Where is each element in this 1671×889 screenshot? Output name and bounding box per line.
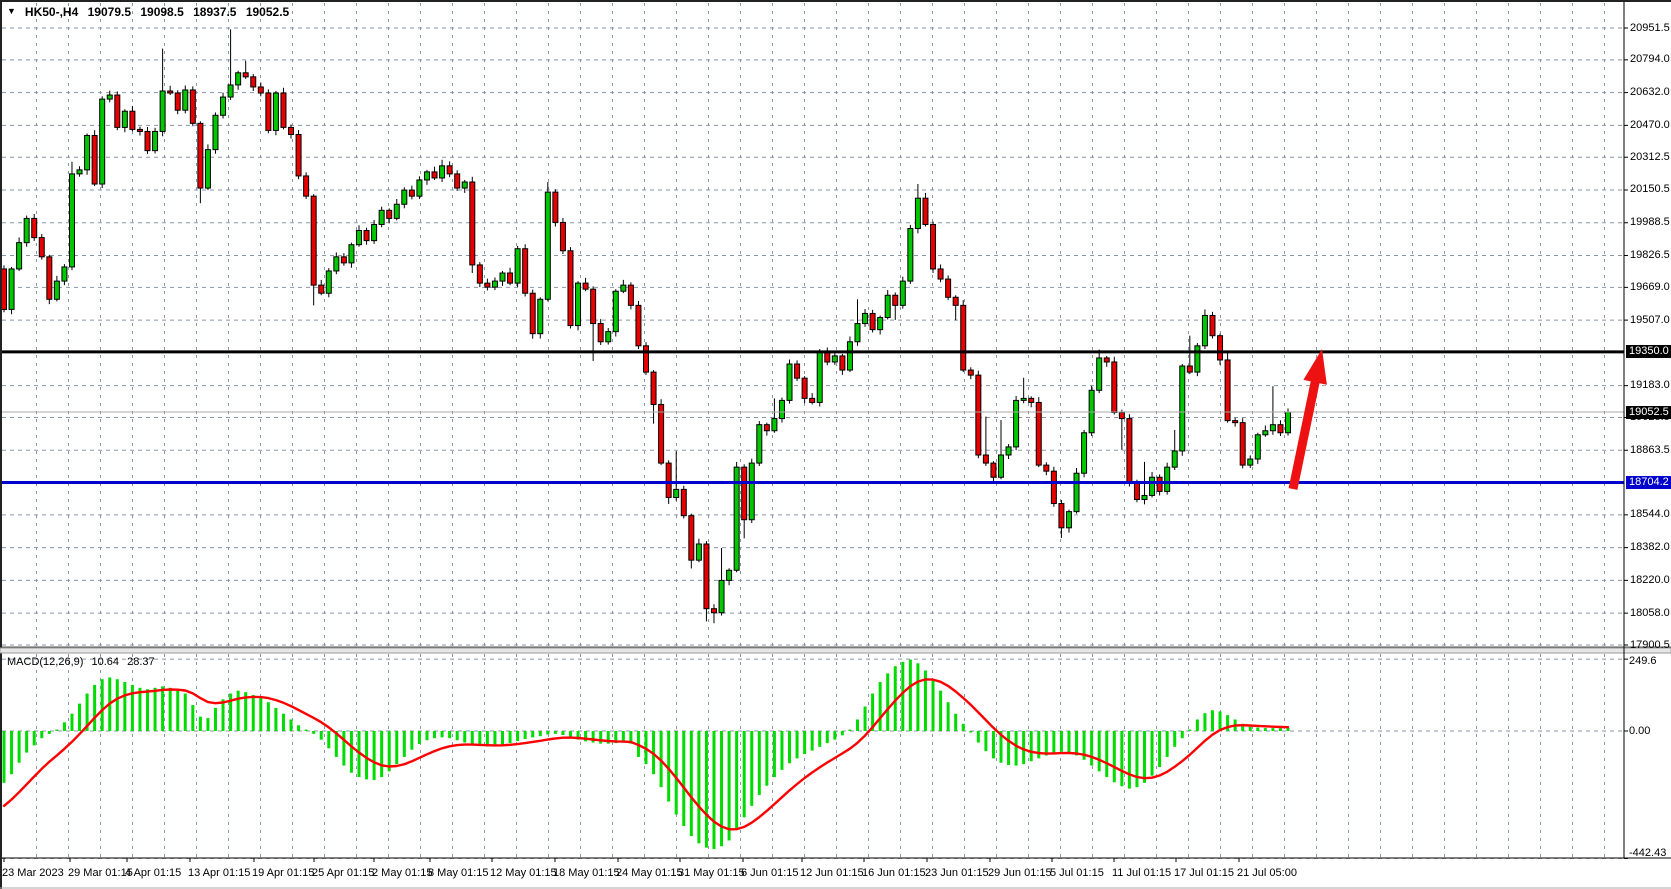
time-axis-tick: 17 Jul 01:15 bbox=[1174, 867, 1234, 879]
price-axis-tick: 17900.5 bbox=[1630, 638, 1670, 651]
price-axis-tick: 20150.5 bbox=[1630, 183, 1670, 196]
time-axis-tick: 23 Mar 2023 bbox=[2, 867, 64, 879]
time-axis-tick: 18 May 01:15 bbox=[553, 867, 620, 879]
price-axis-tick: 18220.0 bbox=[1630, 573, 1670, 586]
time-axis-tick: 31 May 01:15 bbox=[678, 867, 745, 879]
candlestick-series bbox=[1, 29, 1292, 624]
ohlc-close: 19052.5 bbox=[245, 5, 290, 19]
time-axis-tick: 24 May 01:15 bbox=[616, 867, 683, 879]
ohlc-open: 19079.5 bbox=[87, 5, 132, 19]
indicator-signal-value: 28.37 bbox=[127, 656, 155, 668]
time-axis-tick: 21 Jul 05:00 bbox=[1237, 867, 1297, 879]
price-axis-tick: 20312.5 bbox=[1630, 150, 1670, 163]
price-axis-tick: 19669.0 bbox=[1630, 280, 1670, 293]
time-axis-tick: 19 Apr 01:15 bbox=[252, 867, 315, 879]
macd-axis-tick-low: -442.43 bbox=[1629, 847, 1667, 860]
indicator-main-value: 10.64 bbox=[91, 656, 120, 668]
price-axis-tick: 18863.5 bbox=[1630, 443, 1670, 456]
time-axis-tick: 13 Apr 01:15 bbox=[188, 867, 251, 879]
time-axis-tick: 11 Jul 01:15 bbox=[1112, 867, 1172, 879]
time-axis-tick: 2 May 01:15 bbox=[372, 867, 433, 879]
macd-signal-line bbox=[2, 678, 1290, 831]
price-axis-tick: 20794.0 bbox=[1630, 53, 1670, 66]
time-axis-tick: 25 Apr 01:15 bbox=[312, 867, 375, 879]
price-axis-tick: 18058.0 bbox=[1630, 606, 1670, 619]
macd-axis-tick-high: 249.6 bbox=[1629, 655, 1657, 668]
time-axis[interactable]: 23 Mar 2023 29 Mar 01:15 4 Apr 01:15 13 Apr… bbox=[0, 859, 1671, 889]
resistance-price-label: 19350.0 bbox=[1626, 345, 1671, 359]
price-axis-tick: 19988.5 bbox=[1630, 216, 1670, 229]
current-price-label: 19052.5 bbox=[1626, 405, 1671, 419]
symbol-timeframe: HK50-,H4 bbox=[24, 5, 79, 19]
price-axis-tick: 19183.0 bbox=[1630, 379, 1670, 392]
time-axis-tick: 12 Jun 01:15 bbox=[800, 867, 864, 879]
time-axis-tick: 4 Apr 01:15 bbox=[125, 867, 182, 879]
price-axis-tick: 19507.0 bbox=[1630, 313, 1670, 326]
time-axis-tick: 6 Jun 01:15 bbox=[741, 867, 799, 879]
panel-splitter[interactable] bbox=[0, 647, 1671, 654]
time-axis-tick: 12 May 01:15 bbox=[490, 867, 557, 879]
indicator-label: MACD(12,26,9) 10.64 28.37 bbox=[7, 656, 155, 668]
price-axis-tick: 18544.0 bbox=[1630, 508, 1670, 521]
price-axis-tick: 19826.5 bbox=[1630, 249, 1670, 261]
time-axis-tick: 29 Mar 01:15 bbox=[68, 867, 133, 879]
time-axis-tick: 8 May 01:15 bbox=[428, 867, 489, 879]
macd-histogram bbox=[2, 659, 1290, 850]
symbol-dropdown-icon[interactable]: ▼ bbox=[7, 6, 16, 16]
chart-title: ▼ HK50-,H4 19079.5 19098.5 18937.5 19052.… bbox=[7, 5, 289, 19]
time-axis-tick: 5 Jul 01:15 bbox=[1050, 867, 1104, 879]
time-axis-tick: 29 Jun 01:15 bbox=[988, 867, 1052, 879]
price-axis-tick: 20470.0 bbox=[1630, 118, 1670, 131]
price-axis-tick: 20632.0 bbox=[1630, 86, 1670, 99]
ohlc-high: 19098.5 bbox=[140, 5, 184, 19]
price-axis[interactable]: 20951.5 20794.0 20632.0 20470.0 20312.5 20150… bbox=[1625, 0, 1671, 858]
time-axis-tick: 16 Jun 01:15 bbox=[862, 867, 926, 879]
macd-axis-tick-zero: 0.00 bbox=[1629, 724, 1651, 737]
price-axis-tick: 18382.0 bbox=[1630, 541, 1670, 554]
price-axis-tick: 20951.5 bbox=[1630, 21, 1670, 34]
ohlc-low: 18937.5 bbox=[193, 5, 237, 19]
indicator-name: MACD(12,26,9) bbox=[7, 656, 84, 668]
support-price-label: 18704.2 bbox=[1626, 475, 1671, 489]
up-arrow[interactable] bbox=[1288, 349, 1327, 490]
time-axis-tick: 23 Jun 01:15 bbox=[925, 867, 989, 879]
